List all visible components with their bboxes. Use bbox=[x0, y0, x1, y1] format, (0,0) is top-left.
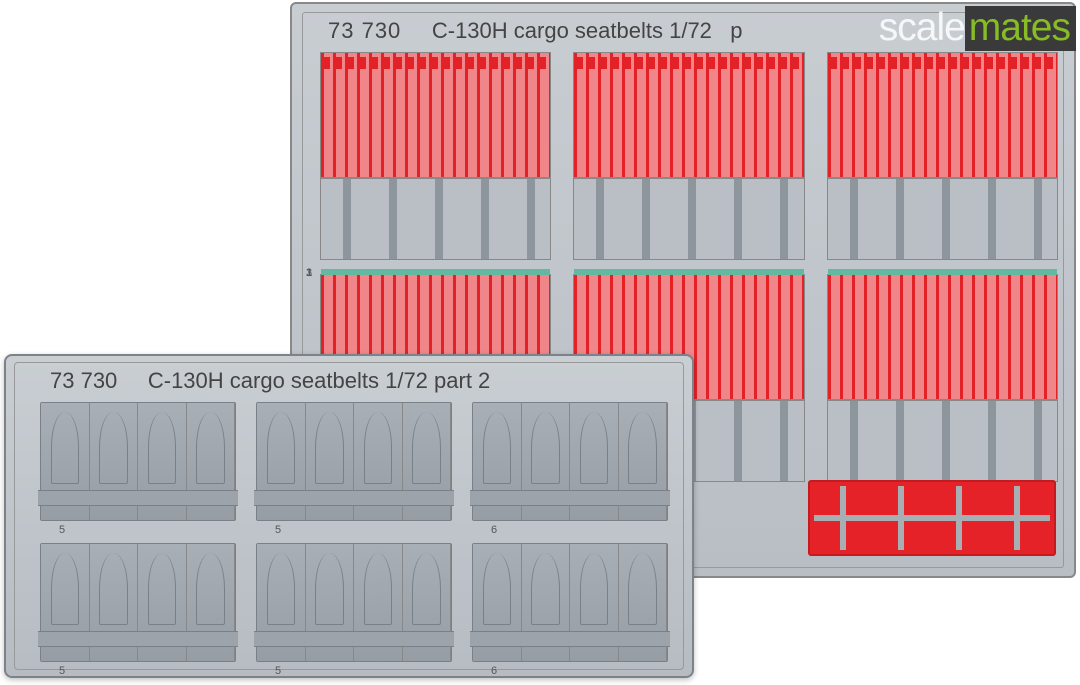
panel-label: 5 bbox=[59, 665, 65, 677]
strap-row bbox=[828, 179, 1057, 259]
panel-label: 5 bbox=[275, 665, 281, 677]
net-mesh bbox=[828, 53, 1057, 179]
strap-row bbox=[574, 179, 803, 259]
panel-label: 5 bbox=[275, 524, 281, 536]
panel-label: 6 bbox=[491, 665, 497, 677]
photo-etch-sheet-2: 73 730 C-130H cargo seatbelts 1/72 part … bbox=[4, 354, 694, 678]
cargo-net-panel: 1 bbox=[320, 52, 551, 260]
part-suffix: p bbox=[730, 18, 742, 43]
seat-back-grid: 5 5 6 5 5 6 bbox=[40, 402, 668, 662]
seat-back-panel: 5 bbox=[40, 402, 236, 521]
sheet-2-header: 73 730 C-130H cargo seatbelts 1/72 part … bbox=[50, 368, 490, 394]
product-title: C-130H cargo seatbelts 1/72 bbox=[432, 18, 712, 43]
seat-back-panel: 5 bbox=[256, 402, 452, 521]
sheet-1-header: 73 730 C-130H cargo seatbelts 1/72 p bbox=[328, 18, 743, 44]
net-mesh bbox=[574, 53, 803, 179]
product-number: 73 730 bbox=[328, 18, 401, 43]
panel-label: 6 bbox=[491, 524, 497, 536]
cargo-net-panel: 3 bbox=[827, 274, 1058, 482]
watermark-part2: mates bbox=[965, 6, 1076, 51]
red-base-plate bbox=[808, 480, 1056, 556]
panel-label: 5 bbox=[59, 524, 65, 536]
net-mesh bbox=[828, 275, 1057, 401]
seat-back-panel: 5 bbox=[256, 543, 452, 662]
product-number: 73 730 bbox=[50, 368, 117, 393]
seat-back-panel: 5 bbox=[40, 543, 236, 662]
scalemates-watermark: scalemates bbox=[879, 6, 1076, 50]
seat-back-panel: 6 bbox=[472, 543, 668, 662]
net-mesh bbox=[321, 53, 550, 179]
cargo-net-panel: 1 bbox=[573, 52, 804, 260]
strap-row bbox=[828, 401, 1057, 481]
seat-back-panel: 6 bbox=[472, 402, 668, 521]
product-title: C-130H cargo seatbelts 1/72 part 2 bbox=[148, 368, 490, 393]
panel-label: 3 bbox=[306, 267, 312, 279]
cargo-net-panel bbox=[827, 52, 1058, 260]
watermark-part1: scale bbox=[879, 6, 965, 49]
strap-row bbox=[321, 179, 550, 259]
